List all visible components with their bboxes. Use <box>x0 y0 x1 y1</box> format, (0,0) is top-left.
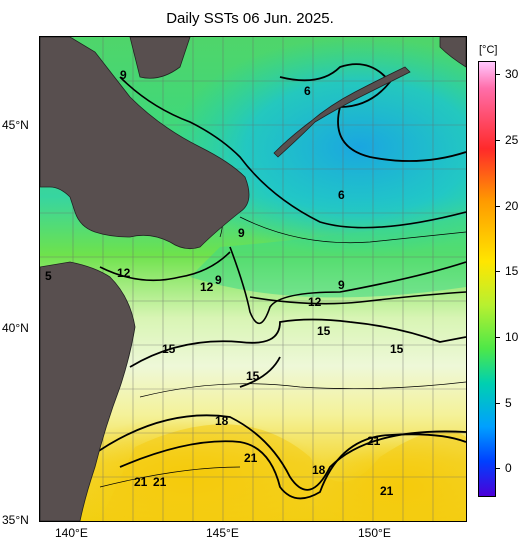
contour-label-15-south: 15 <box>246 369 260 383</box>
sst-map-canvas: 9 6 6 9 5 12 12 9 9 12 15 15 15 15 18 21… <box>40 37 466 521</box>
isotherm-6 <box>279 63 466 162</box>
lon-label-145e: 145°E <box>206 526 239 540</box>
isotherm-contours <box>89 63 466 500</box>
kuril-islands <box>273 66 411 158</box>
contour-label-21-east: 21 <box>367 434 381 448</box>
sakhalin-north <box>129 37 191 79</box>
contour-label-9-central-2: 9 <box>215 273 222 287</box>
contour-label-12-central: 12 <box>200 280 214 294</box>
isotherm-21 <box>119 433 466 500</box>
colorbar-tick-15: 15 <box>505 264 519 278</box>
colorbar-tick-10: 10 <box>505 330 519 344</box>
isotherm-12 <box>99 251 466 305</box>
contour-label-15-east: 15 <box>317 324 331 338</box>
contour-label-6-east: 6 <box>338 188 345 202</box>
contour-label-21-central: 21 <box>244 451 258 465</box>
isotherm-15 <box>129 318 466 388</box>
contour-labels: 9 6 6 9 5 12 12 9 9 12 15 15 15 15 18 21… <box>45 68 404 498</box>
land-masses <box>40 37 466 521</box>
contour-label-12-west: 12 <box>117 266 131 280</box>
contour-label-21-west-b: 21 <box>153 475 167 489</box>
contour-label-21-southeast: 21 <box>380 484 394 498</box>
contour-label-5-west: 5 <box>45 269 52 283</box>
lat-label-35n: 35°N <box>2 513 29 527</box>
honshu <box>40 261 136 521</box>
lat-label-45n: 45°N <box>2 118 29 132</box>
lat-label-40n: 40°N <box>2 321 29 335</box>
colorbar-tick-0: 0 <box>505 461 512 475</box>
sst-map: 9 6 6 9 5 12 12 9 9 12 15 15 15 15 18 21… <box>39 36 467 522</box>
contour-label-9-north: 9 <box>120 68 127 82</box>
kamchatka-tip <box>439 37 466 68</box>
colorbar-tick-30: 30 <box>505 67 519 81</box>
colorbar-tick-20: 20 <box>505 199 519 213</box>
contour-label-15-far-east: 15 <box>390 342 404 356</box>
colorbar-tick-25: 25 <box>505 133 519 147</box>
contour-label-12-east: 12 <box>308 295 322 309</box>
colorbar-unit: [°C] <box>479 44 498 56</box>
isotherm-9-north <box>119 76 466 229</box>
contour-label-18-south: 18 <box>312 463 326 477</box>
colorbar <box>478 61 496 497</box>
contour-label-9-central: 9 <box>238 226 245 240</box>
map-title: Daily SSTs 06 Jun. 2025. <box>166 10 334 27</box>
lon-label-150e: 150°E <box>358 526 391 540</box>
contour-label-21-west-a: 21 <box>134 475 148 489</box>
hokkaido-sakhalin <box>40 37 250 250</box>
contour-label-9-east: 9 <box>338 278 345 292</box>
colorbar-tick-5: 5 <box>505 396 512 410</box>
contour-label-15-west: 15 <box>162 342 176 356</box>
contour-label-6-north: 6 <box>304 84 311 98</box>
isotherm-9-south <box>229 246 466 325</box>
isotherm-18 <box>89 414 466 491</box>
lon-label-140e: 140°E <box>55 526 88 540</box>
contour-label-18-central: 18 <box>215 414 229 428</box>
